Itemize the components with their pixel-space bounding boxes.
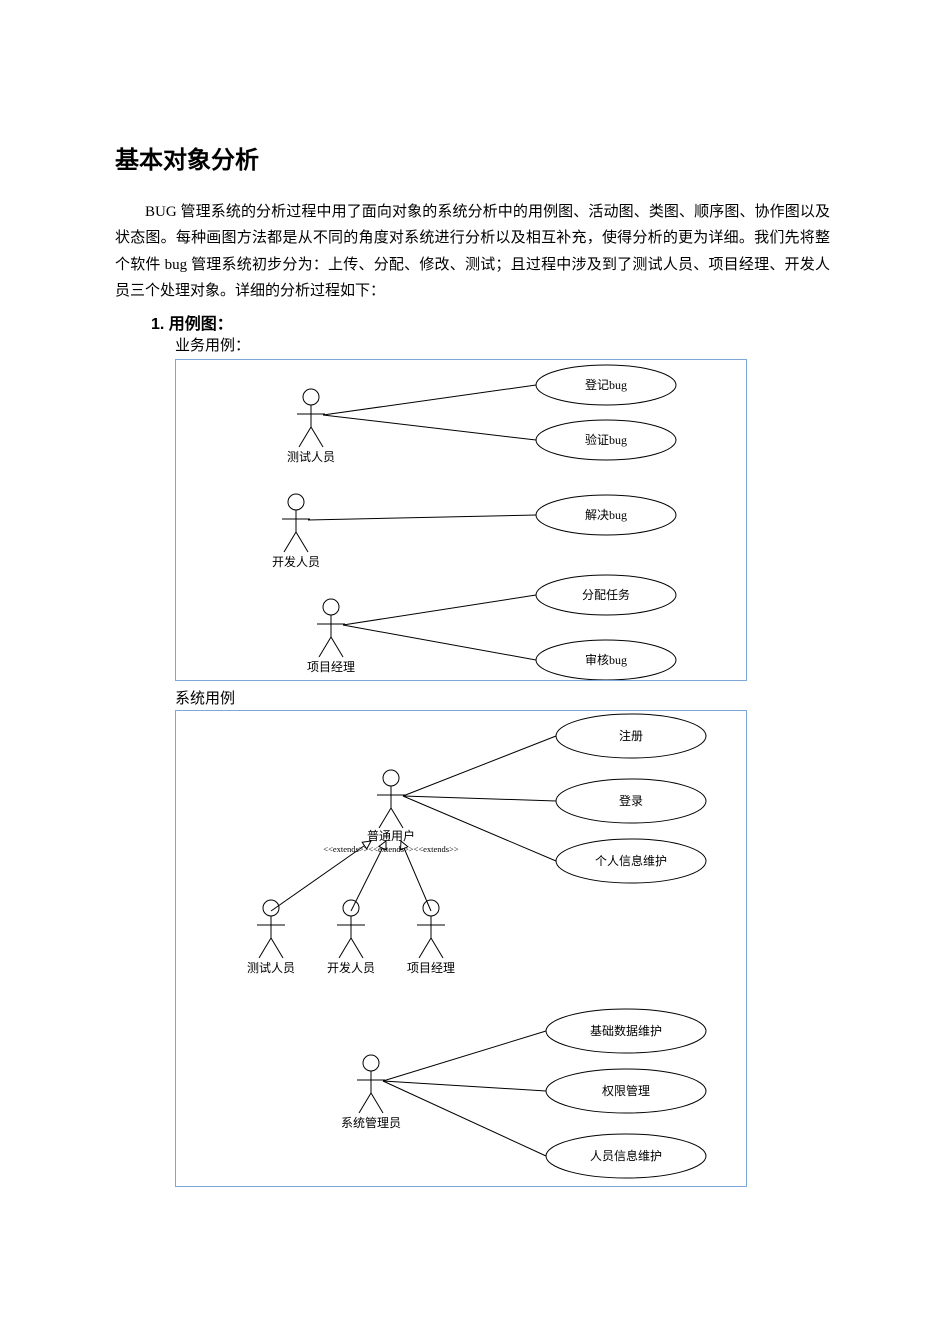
svg-text:开发人员: 开发人员 — [327, 960, 375, 975]
svg-text:项目经理: 项目经理 — [407, 961, 455, 975]
svg-text:注册: 注册 — [619, 728, 643, 743]
section-2-label: 系统用例 — [175, 687, 830, 708]
svg-text:项目经理: 项目经理 — [307, 660, 355, 674]
svg-text:分配任务: 分配任务 — [582, 587, 630, 602]
system-usecase-diagram: 注册登录个人信息维护基础数据维护权限管理人员信息维护 普通用户<<extends>… — [175, 710, 747, 1187]
section-1-subtitle: 业务用例： — [175, 334, 830, 355]
svg-text:验证bug: 验证bug — [585, 432, 627, 447]
svg-text:系统管理员: 系统管理员 — [341, 1115, 401, 1130]
document-page: 基本对象分析 BUG 管理系统的分析过程中用了面向对象的系统分析中的用例图、活动… — [0, 0, 945, 1337]
section-1-title: 用例图： — [169, 316, 233, 333]
business-usecase-svg: 登记bug 验证bug 解决bug 分配任务审核bug 测试人员开发人员项目经理 — [176, 360, 746, 680]
svg-text:个人信息维护: 个人信息维护 — [595, 853, 667, 868]
svg-text:人员信息维护: 人员信息维护 — [590, 1148, 662, 1163]
svg-text:登记bug: 登记bug — [585, 377, 627, 392]
svg-text:测试人员: 测试人员 — [287, 449, 335, 464]
svg-text:审核bug: 审核bug — [585, 652, 627, 667]
svg-text:权限管理: 权限管理 — [602, 1083, 650, 1098]
system-usecase-svg: 注册登录个人信息维护基础数据维护权限管理人员信息维护 普通用户<<extends>… — [176, 711, 746, 1186]
section-1-number: 1. — [151, 316, 164, 333]
svg-text:普通用户: 普通用户 — [367, 828, 415, 843]
section-1-heading: 1. 用例图： — [151, 310, 830, 334]
svg-text:登录: 登录 — [619, 793, 643, 808]
svg-text:测试人员: 测试人员 — [247, 960, 295, 975]
svg-text:基础数据维护: 基础数据维护 — [590, 1023, 662, 1038]
svg-text:开发人员: 开发人员 — [272, 554, 320, 569]
page-title: 基本对象分析 — [115, 140, 830, 175]
svg-text:解决bug: 解决bug — [585, 508, 627, 522]
svg-text:<<extends>><<extends>><<extend: <<extends>><<extends>><<extends>> — [323, 844, 459, 854]
intro-paragraph: BUG 管理系统的分析过程中用了面向对象的系统分析中的用例图、活动图、类图、顺序… — [115, 199, 830, 304]
business-usecase-diagram: 登记bug 验证bug 解决bug 分配任务审核bug 测试人员开发人员项目经理 — [175, 359, 747, 681]
